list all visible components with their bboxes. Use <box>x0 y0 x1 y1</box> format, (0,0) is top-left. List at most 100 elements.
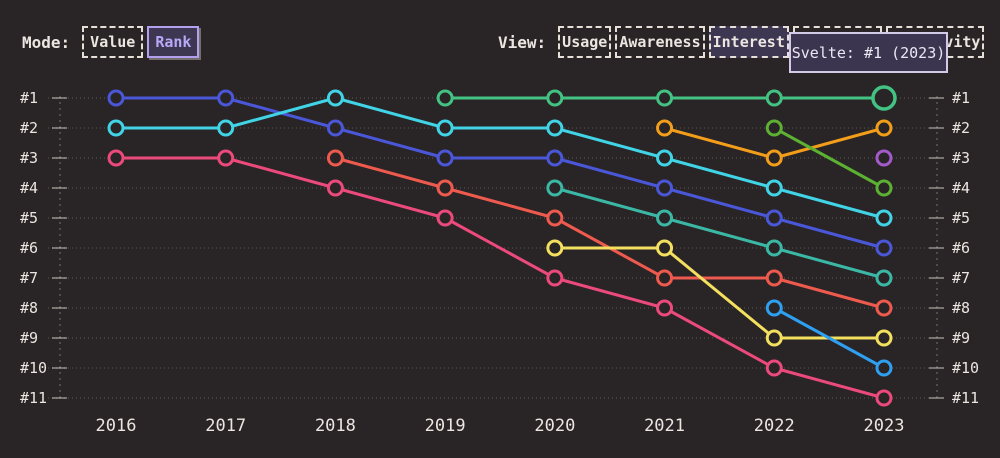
data-point-svelte-green[interactable] <box>656 89 674 107</box>
tooltip-text: Svelte: #1 (2023) <box>791 43 946 62</box>
rank-label-left: #7 <box>20 269 38 287</box>
year-label: 2022 <box>754 416 795 436</box>
view-option-interest[interactable]: Interest <box>708 26 789 58</box>
data-point-cyan[interactable] <box>326 89 344 107</box>
data-point-light-blue[interactable] <box>875 359 893 377</box>
data-point-svelte-green[interactable] <box>765 89 783 107</box>
data-point-olive-green[interactable] <box>875 179 893 197</box>
data-point-amber[interactable] <box>765 149 783 167</box>
data-point-light-blue[interactable] <box>765 299 783 317</box>
series-line-teal <box>553 186 886 280</box>
highlighted-data-point-svelte-green[interactable] <box>871 85 897 111</box>
rank-label-left: #8 <box>20 299 38 317</box>
data-point-cyan[interactable] <box>875 209 893 227</box>
mode-toggle-group: Mode: Value Rank <box>22 26 200 58</box>
rank-label-left: #2 <box>20 119 38 137</box>
rank-label-right: #5 <box>952 209 970 227</box>
data-point-teal[interactable] <box>875 269 893 287</box>
data-point-purple[interactable] <box>875 149 893 167</box>
data-point-pink[interactable] <box>436 209 454 227</box>
mode-option-value[interactable]: Value <box>82 26 144 58</box>
data-point-salmon[interactable] <box>326 149 344 167</box>
data-point-blue[interactable] <box>217 89 235 107</box>
data-point-blue[interactable] <box>656 179 674 197</box>
data-point-cyan[interactable] <box>765 179 783 197</box>
year-label: 2023 <box>863 416 904 436</box>
view-option-usage[interactable]: Usage <box>558 26 612 58</box>
rank-label-left: #5 <box>20 209 38 227</box>
data-point-cyan[interactable] <box>546 119 564 137</box>
mode-option-rank[interactable]: Rank <box>147 26 200 58</box>
data-point-teal[interactable] <box>546 179 564 197</box>
data-point-pink[interactable] <box>326 179 344 197</box>
data-point-yellow[interactable] <box>765 329 783 347</box>
series-line-olive-green <box>772 126 886 190</box>
series-line-pink <box>114 156 886 400</box>
data-point-blue[interactable] <box>107 89 125 107</box>
data-point-blue[interactable] <box>326 119 344 137</box>
data-point-pink[interactable] <box>546 269 564 287</box>
rank-label-right: #6 <box>952 239 970 257</box>
data-point-yellow[interactable] <box>546 239 564 257</box>
year-label: 2021 <box>644 416 685 436</box>
data-point-blue[interactable] <box>765 209 783 227</box>
rank-label-left: #10 <box>20 359 47 377</box>
rank-label-right: #8 <box>952 299 970 317</box>
data-point-olive-green[interactable] <box>765 119 783 137</box>
rank-label-right: #10 <box>952 359 979 377</box>
rank-label-left: #3 <box>20 149 38 167</box>
year-label: 2016 <box>96 416 137 436</box>
data-point-salmon[interactable] <box>875 299 893 317</box>
rank-label-left: #9 <box>20 329 38 347</box>
rank-label-right: #3 <box>952 149 970 167</box>
data-point-salmon[interactable] <box>656 269 674 287</box>
data-point-cyan[interactable] <box>656 149 674 167</box>
rank-label-left: #6 <box>20 239 38 257</box>
data-point-amber[interactable] <box>656 119 674 137</box>
data-point-pink[interactable] <box>765 359 783 377</box>
rank-label-right: #1 <box>952 89 970 107</box>
data-point-blue[interactable] <box>875 239 893 257</box>
year-label: 2017 <box>205 416 246 436</box>
rank-label-right: #2 <box>952 119 970 137</box>
data-point-cyan[interactable] <box>436 119 454 137</box>
data-point-svelte-green[interactable] <box>546 89 564 107</box>
series-line-salmon <box>333 156 886 310</box>
series-line-light-blue <box>772 306 886 370</box>
data-point-salmon[interactable] <box>765 269 783 287</box>
year-label: 2020 <box>534 416 575 436</box>
mode-label: Mode: <box>22 32 71 52</box>
data-point-yellow[interactable] <box>656 239 674 257</box>
data-point-pink[interactable] <box>107 149 125 167</box>
data-point-pink[interactable] <box>875 389 893 407</box>
rank-label-left: #4 <box>20 179 38 197</box>
rank-label-right: #7 <box>952 269 970 287</box>
data-point-blue[interactable] <box>546 149 564 167</box>
data-point-amber[interactable] <box>875 119 893 137</box>
rank-label-left: #11 <box>20 389 47 407</box>
data-point-pink[interactable] <box>217 149 235 167</box>
rank-label-right: #9 <box>952 329 970 347</box>
data-point-cyan[interactable] <box>107 119 125 137</box>
view-label: View: <box>498 32 547 52</box>
data-point-blue[interactable] <box>436 149 454 167</box>
view-option-awareness[interactable]: Awareness <box>615 26 705 58</box>
data-point-teal[interactable] <box>765 239 783 257</box>
series-line-cyan <box>114 96 886 220</box>
year-label: 2018 <box>315 416 356 436</box>
data-point-teal[interactable] <box>656 209 674 227</box>
data-point-cyan[interactable] <box>217 119 235 137</box>
chart-tooltip: Svelte: #1 (2023) <box>789 32 948 73</box>
data-point-salmon[interactable] <box>436 179 454 197</box>
rank-label-right: #4 <box>952 179 970 197</box>
series-line-blue <box>114 96 886 250</box>
data-point-salmon[interactable] <box>546 209 564 227</box>
data-point-svelte-green[interactable] <box>436 89 454 107</box>
data-point-pink[interactable] <box>656 299 674 317</box>
rank-label-left: #1 <box>20 89 38 107</box>
data-point-yellow[interactable] <box>875 329 893 347</box>
year-label: 2019 <box>425 416 466 436</box>
rank-label-right: #11 <box>952 389 979 407</box>
